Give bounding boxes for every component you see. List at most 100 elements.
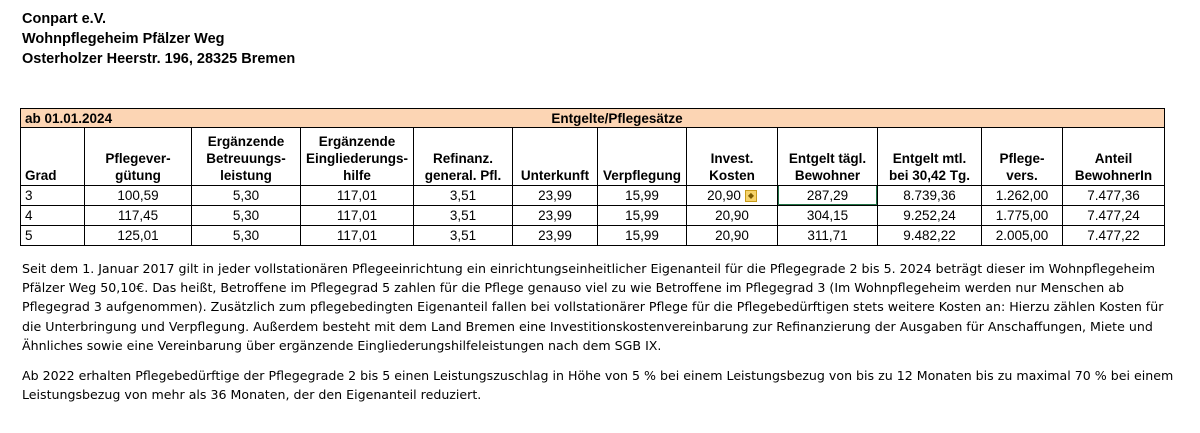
- cell-value: 20,90: [707, 187, 741, 203]
- table-row: 3 100,59 5,30 117,01 3,51 23,99 15,99 20,90 ◆ 287…: [20, 185, 1166, 206]
- table-cell[interactable]: 3,51: [413, 205, 513, 226]
- cell-value: 8.739,36: [903, 187, 956, 203]
- table-cell[interactable]: 5,30: [191, 185, 301, 206]
- column-header: Pflegever- gütung: [84, 127, 192, 186]
- cell-value: 2.005,00: [995, 227, 1049, 243]
- table-banner: ab 01.01.2024 Entgelte/Pflegesätze: [20, 108, 1166, 128]
- table-row: 5 125,01 5,30 117,01 3,51 23,99 15,99 20,90 311,…: [20, 225, 1166, 246]
- table-row: 4 117,45 5,30 117,01 3,51 23,99 15,99 20,90 304,…: [20, 205, 1166, 226]
- table-cell[interactable]: 2.005,00: [981, 225, 1064, 246]
- table-cell[interactable]: 117,01: [300, 225, 414, 246]
- address-block: Conpart e.V. Wohnpflegeheim Pfälzer Weg …: [22, 9, 295, 69]
- cell-value: 23,99: [538, 187, 572, 203]
- facility-name: Wohnpflegeheim Pfälzer Weg: [22, 31, 225, 47]
- facility-address: Osterholzer Heerstr. 196, 28325 Bremen: [22, 51, 296, 67]
- column-header: Ergänzende Eingliederungs- hilfe: [300, 127, 414, 186]
- table-cell[interactable]: 8.739,36: [877, 185, 983, 206]
- cell-value: 20,90: [715, 207, 749, 223]
- cell-value: 20,90: [715, 227, 749, 243]
- cell-value: 7.477,36: [1087, 187, 1140, 203]
- rates-table: ab 01.01.2024 Entgelte/Pflegesätze Grad P…: [20, 108, 1166, 246]
- cell-value: 117,01: [336, 227, 378, 243]
- table-cell[interactable]: 3,51: [413, 185, 513, 206]
- cell-value: 117,45: [117, 207, 159, 223]
- cell-value: 3: [25, 187, 33, 203]
- valid-from-label: ab 01.01.2024: [20, 108, 301, 128]
- cell-value: 7.477,22: [1087, 227, 1140, 243]
- table-header-row: Grad Pflegever- gütung Ergänzende Betreuun…: [20, 127, 1166, 186]
- cell-value: 5,30: [232, 207, 260, 223]
- table-cell[interactable]: 287,29: [776, 185, 879, 206]
- cell-value: 9.482,22: [903, 227, 956, 243]
- table-cell[interactable]: 20,90: [686, 225, 778, 246]
- cell-value: 7.477,24: [1087, 207, 1140, 223]
- cell-value: 125,01: [117, 227, 159, 243]
- cell-value: 5,30: [232, 187, 260, 203]
- table-cell[interactable]: 20,90 ◆: [686, 185, 778, 206]
- cell-value: 100,59: [117, 187, 159, 203]
- table-cell[interactable]: 23,99: [512, 205, 598, 226]
- cell-value: 1.262,00: [995, 187, 1049, 203]
- table-cell[interactable]: 304,15: [776, 205, 879, 226]
- cell-value: 3,51: [449, 227, 477, 243]
- table-cell[interactable]: 23,99: [512, 225, 598, 246]
- table-cell[interactable]: 3,51: [413, 225, 513, 246]
- column-header: Grad: [20, 127, 85, 186]
- table-cell[interactable]: 117,01: [300, 185, 414, 206]
- column-header: Entgelt tägl. Bewohner: [776, 127, 879, 186]
- table-cell[interactable]: 5,30: [191, 225, 301, 246]
- table-cell[interactable]: 7.477,36: [1062, 185, 1166, 206]
- cell-value: 311,71: [807, 227, 848, 243]
- cell-value: 9.252,24: [903, 207, 956, 223]
- column-header: Refinanz. general. Pfl.: [413, 127, 513, 186]
- cell-value: 23,99: [538, 227, 572, 243]
- table-cell[interactable]: 311,71: [776, 225, 879, 246]
- table-cell[interactable]: 4: [20, 205, 85, 226]
- table-cell[interactable]: 1.775,00: [981, 205, 1064, 226]
- cell-value: 287,29: [806, 187, 849, 203]
- table-cell[interactable]: 7.477,22: [1062, 225, 1166, 246]
- cell-value: 15,99: [625, 227, 659, 243]
- cell-value: 23,99: [538, 207, 572, 223]
- table-cell[interactable]: 5: [20, 225, 85, 246]
- table-cell[interactable]: 15,99: [597, 185, 687, 206]
- column-header: Entgelt mtl. bei 30,42 Tg.: [877, 127, 983, 186]
- table-cell[interactable]: 3: [20, 185, 85, 206]
- cell-value: 304,15: [806, 207, 849, 223]
- column-header: Ergänzende Betreuungs- leistung: [191, 127, 301, 186]
- cell-value: 15,99: [625, 187, 659, 203]
- cell-value: 4: [25, 207, 33, 223]
- table-cell[interactable]: 15,99: [597, 225, 687, 246]
- warning-icon[interactable]: ◆: [744, 189, 757, 202]
- cell-value: 1.775,00: [995, 207, 1049, 223]
- cell-value: 3,51: [449, 187, 477, 203]
- cell-value: 117,01: [336, 207, 378, 223]
- table-cell[interactable]: 117,45: [84, 205, 192, 226]
- table-cell[interactable]: 9.252,24: [877, 205, 983, 226]
- table-cell[interactable]: 20,90: [686, 205, 778, 226]
- table-cell[interactable]: 9.482,22: [877, 225, 983, 246]
- paragraph-leistungszuschlag: Ab 2022 erhalten Pflegebedürftige der Pf…: [22, 368, 1174, 403]
- cell-value: 117,01: [336, 187, 378, 203]
- column-header: Verpflegung: [597, 127, 687, 186]
- table-cell[interactable]: 117,01: [300, 205, 414, 226]
- banner-title: Entgelte/Pflegesätze: [300, 108, 878, 128]
- table-cell[interactable]: 15,99: [597, 205, 687, 226]
- table-cell[interactable]: 5,30: [191, 205, 301, 226]
- table-body: 3 100,59 5,30 117,01 3,51 23,99 15,99 20,90 ◆ 287…: [20, 185, 1166, 246]
- paragraph-eigenanteil: Seit dem 1. Januar 2017 gilt in jeder vo…: [22, 261, 1164, 353]
- column-header: Anteil BewohnerIn: [1062, 127, 1166, 186]
- table-cell[interactable]: 23,99: [512, 185, 598, 206]
- cell-value: 5,30: [232, 227, 260, 243]
- column-header: Pflege- vers.: [981, 127, 1064, 186]
- table-cell[interactable]: 125,01: [84, 225, 192, 246]
- table-cell[interactable]: 100,59: [84, 185, 192, 206]
- banner-filler: [877, 108, 1166, 128]
- table-cell[interactable]: 7.477,24: [1062, 205, 1166, 226]
- cell-value: 5: [25, 227, 33, 243]
- column-header: Invest. Kosten: [686, 127, 778, 186]
- column-header: Unterkunft: [512, 127, 598, 186]
- cell-value: 3,51: [449, 207, 477, 223]
- organization-name: Conpart e.V.: [22, 11, 107, 27]
- table-cell[interactable]: 1.262,00: [981, 185, 1064, 206]
